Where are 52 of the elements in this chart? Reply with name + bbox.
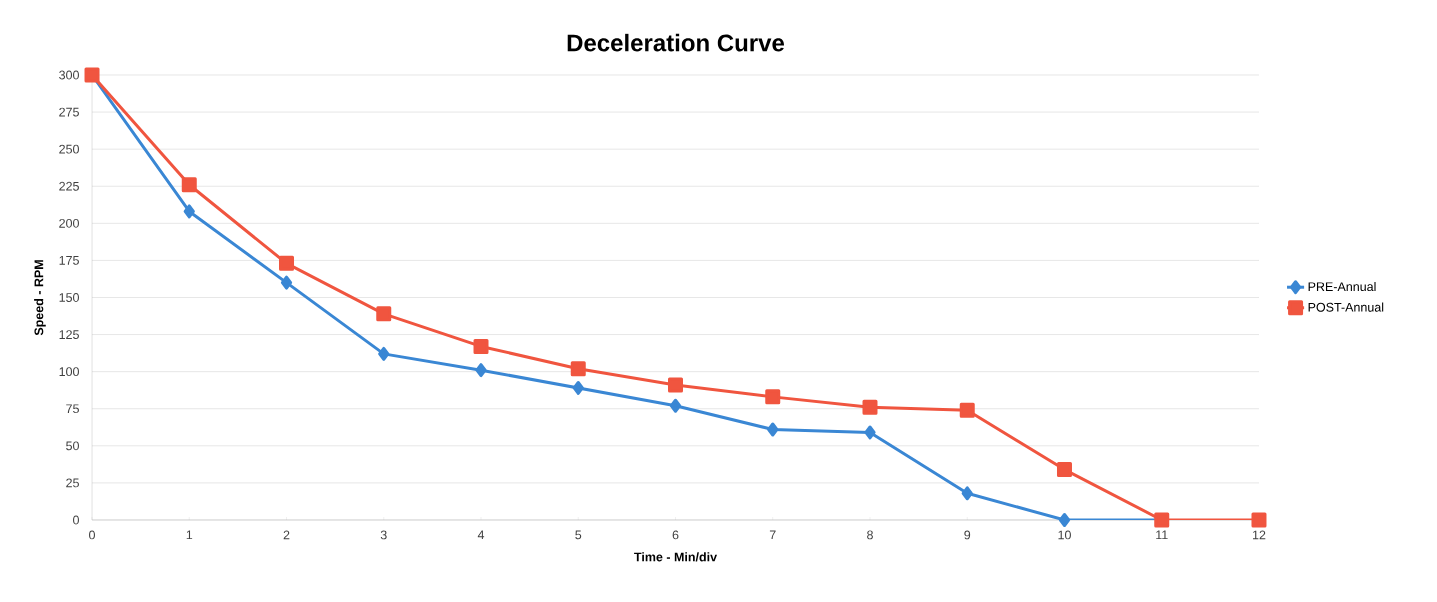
legend-label: POST-Annual	[1308, 302, 1384, 312]
point	[1251, 512, 1267, 528]
y-tick-label: 250	[59, 144, 79, 154]
x-tick-label: 6	[672, 530, 679, 540]
point	[181, 177, 197, 193]
y-tick-label: 275	[59, 107, 79, 117]
y-tick-label: 200	[59, 218, 79, 228]
y-tick-label: 125	[59, 330, 79, 339]
y-tick-label: 25	[66, 478, 79, 488]
x-tick-label: 12	[1252, 530, 1266, 540]
y-tick-label: 100	[59, 367, 79, 377]
point	[765, 389, 781, 405]
y-tick-label: 150	[59, 293, 79, 302]
x-tick-label: 5	[575, 530, 582, 540]
point	[280, 275, 293, 290]
point	[1058, 512, 1071, 527]
y-tick-label: 175	[59, 256, 79, 265]
point	[862, 399, 878, 415]
point	[1056, 462, 1072, 478]
x-tick-label: 10	[1058, 530, 1071, 540]
point	[572, 380, 584, 395]
x-tick-label: 11	[1156, 530, 1168, 540]
y-axis-title: Speed - RPM	[34, 260, 46, 336]
x-tick-label: 7	[769, 530, 776, 540]
point	[767, 422, 779, 437]
legend-label: PRE-Annual	[1308, 281, 1376, 292]
y-tick-label: 75	[66, 404, 79, 414]
y-tick-label: 50	[66, 441, 79, 451]
point	[668, 377, 683, 393]
point	[279, 255, 295, 271]
y-tick-label: 0	[73, 515, 79, 525]
point	[475, 363, 487, 378]
point	[183, 204, 195, 219]
point	[378, 346, 390, 361]
x-axis-title: Time - Min/div	[634, 552, 718, 562]
y-tick-label: 225	[59, 181, 79, 191]
point	[570, 361, 586, 377]
point	[864, 425, 876, 440]
point	[959, 402, 975, 418]
x-tick-label: 4	[477, 530, 485, 540]
x-tick-label: 8	[867, 530, 873, 540]
x-tick-label: 3	[380, 530, 387, 540]
x-tick-label: 0	[89, 530, 95, 540]
point	[669, 398, 682, 413]
x-tick-label: 9	[964, 530, 971, 540]
point	[961, 486, 973, 501]
x-tick-label: 2	[283, 530, 290, 540]
point	[473, 338, 489, 354]
x-tick-label: 1	[186, 530, 193, 540]
chart-title: Deceleration Curve	[567, 33, 785, 52]
point	[376, 306, 392, 322]
y-tick-label: 300	[59, 70, 79, 80]
